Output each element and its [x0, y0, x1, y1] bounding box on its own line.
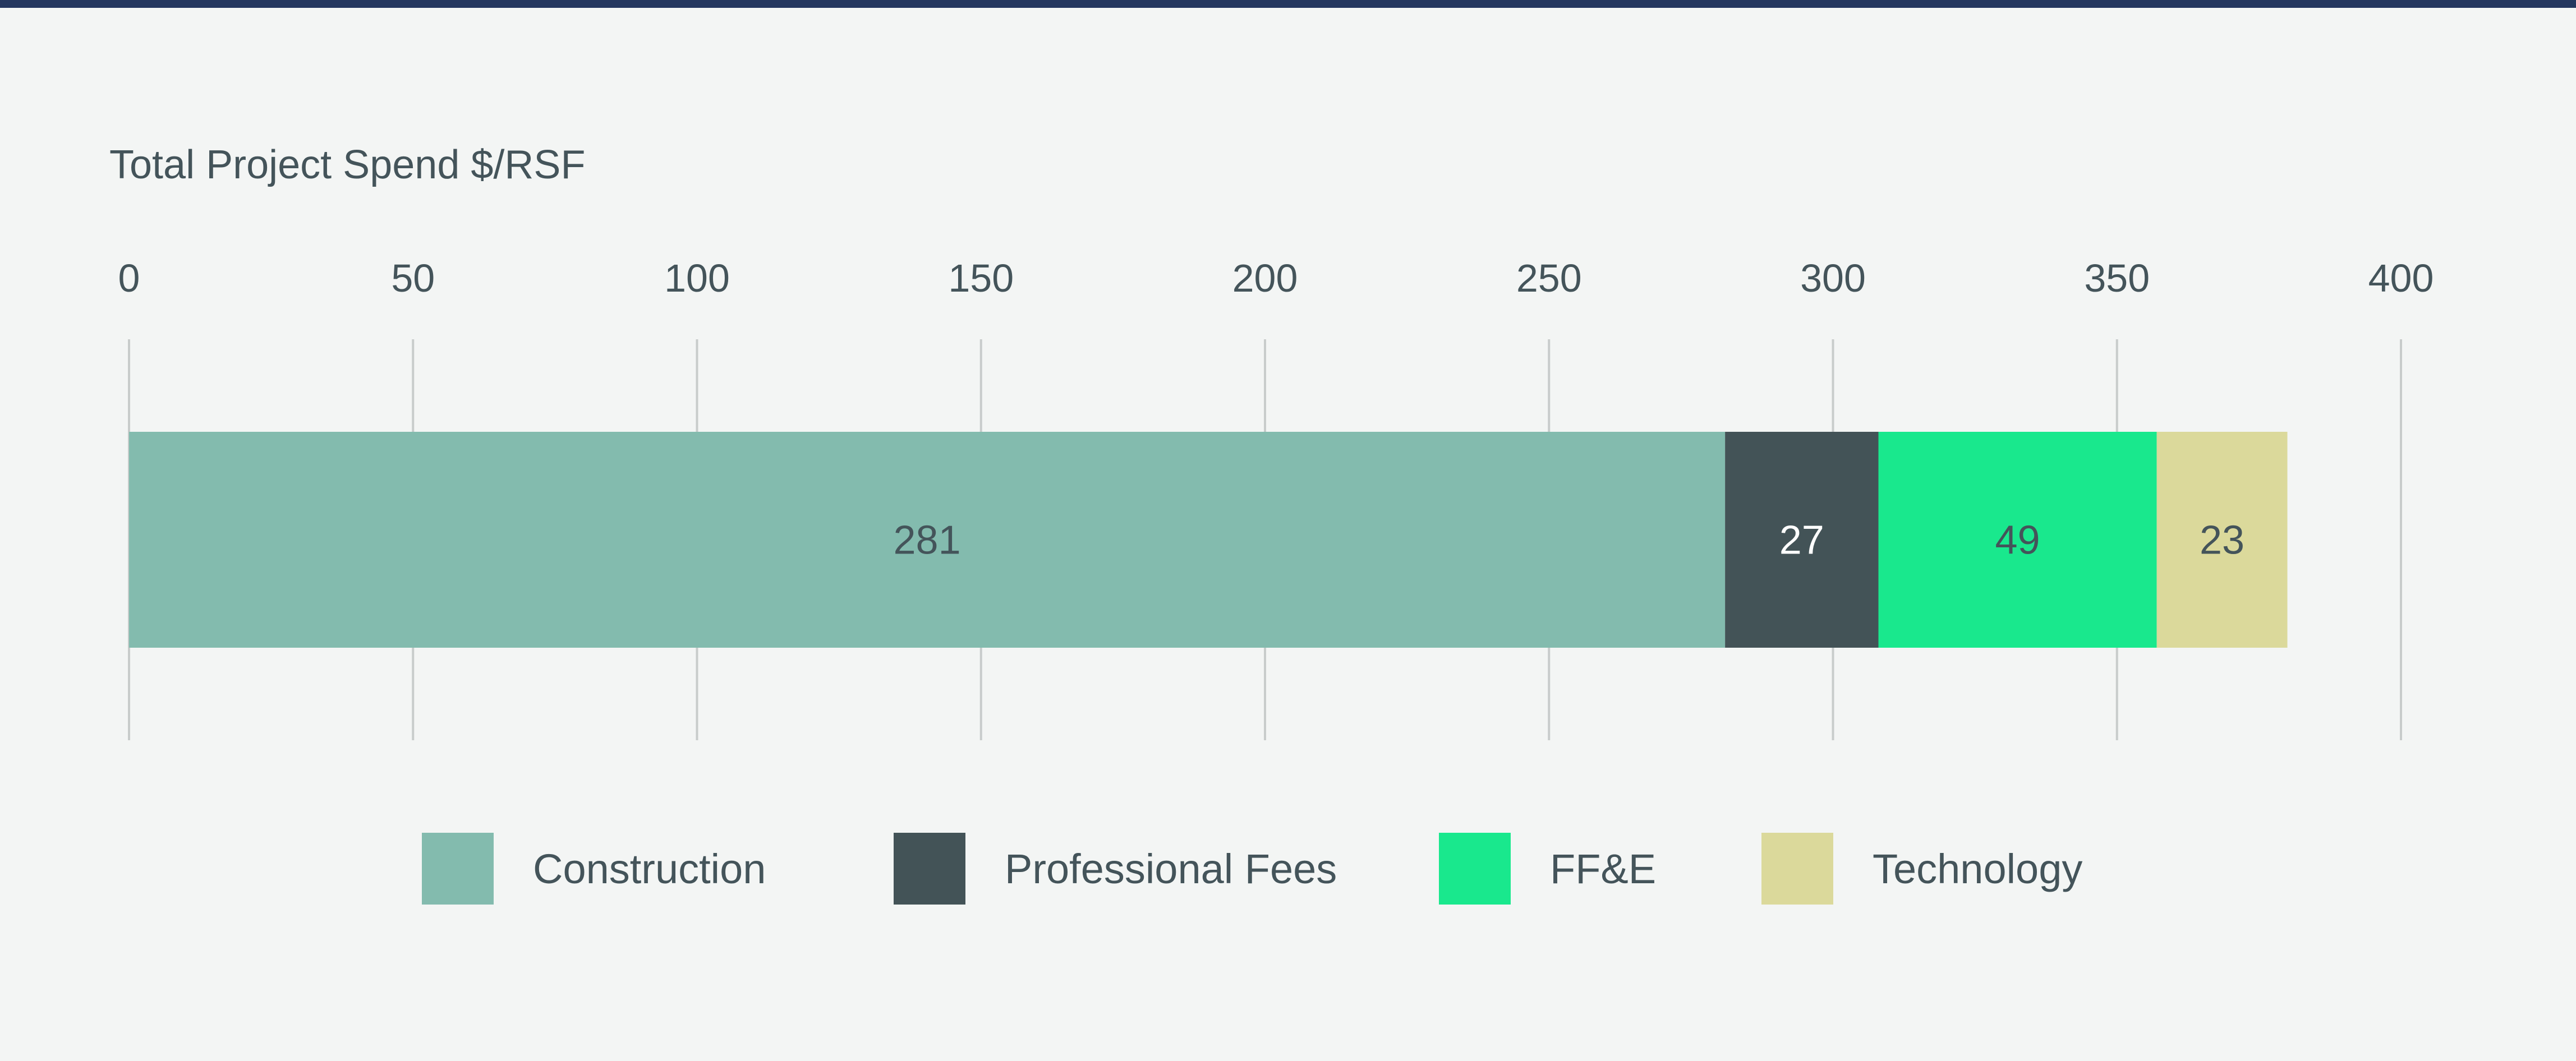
- bar-segment: [1878, 432, 2157, 648]
- x-tick-label: 0: [118, 256, 140, 300]
- legend: Construction Professional Fees FF&E Technol…: [422, 833, 2082, 905]
- x-tick-label: 100: [664, 256, 730, 300]
- bar-segments: 281 27 49 23: [129, 432, 2288, 648]
- bar-segment: [1725, 432, 1879, 648]
- bar-segment: [2156, 432, 2288, 648]
- chart-title: Total Project Spend $/RSF: [109, 142, 585, 187]
- data-label: 49: [1995, 518, 2040, 563]
- legend-swatch: [1761, 833, 1833, 905]
- legend-swatch: [894, 833, 965, 905]
- legend-label: FF&E: [1550, 846, 1656, 892]
- x-tick-label: 400: [2368, 256, 2434, 300]
- legend-label: Technology: [1873, 846, 2082, 892]
- data-label: 27: [1779, 518, 1824, 563]
- bar-segment: [129, 432, 1726, 648]
- legend-swatch: [422, 833, 494, 905]
- data-label: 23: [2200, 518, 2244, 563]
- legend-label: Professional Fees: [1005, 846, 1337, 892]
- top-rule: [0, 0, 2576, 8]
- x-tick-label: 150: [948, 256, 1014, 300]
- data-label: 281: [893, 518, 960, 563]
- x-tick-label: 50: [391, 256, 435, 300]
- x-tick-label: 350: [2084, 256, 2150, 300]
- x-tick-label: 250: [1516, 256, 1582, 300]
- x-axis-ticks: 0 50 100 150 200 250 300 350 400: [118, 256, 2434, 300]
- legend-swatch: [1439, 833, 1511, 905]
- x-tick-label: 300: [1800, 256, 1866, 300]
- legend-label: Construction: [533, 846, 766, 892]
- x-tick-label: 200: [1232, 256, 1298, 300]
